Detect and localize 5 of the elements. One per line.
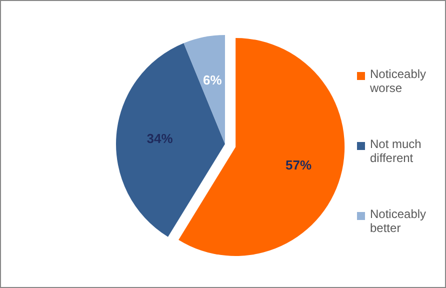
data-label: 6% bbox=[202, 72, 222, 88]
legend-label: Noticeably better bbox=[370, 207, 428, 235]
legend-label: Noticeably worse bbox=[370, 67, 428, 95]
legend-label: Not much different bbox=[370, 137, 422, 165]
data-label: 57% bbox=[286, 157, 312, 172]
